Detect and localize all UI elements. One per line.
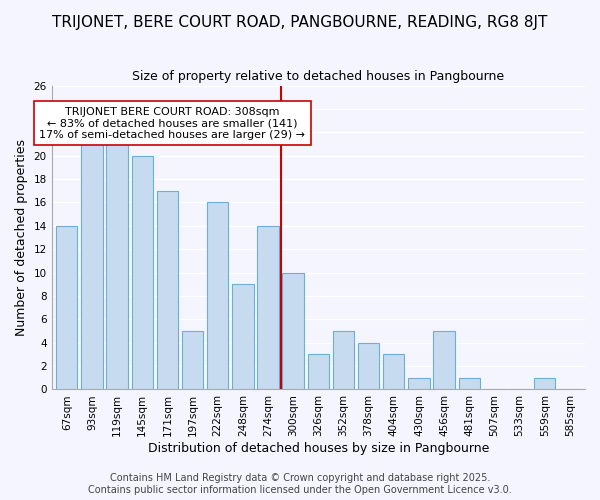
Bar: [408, 378, 430, 390]
Text: TRIJONET, BERE COURT ROAD, PANGBOURNE, READING, RG8 8JT: TRIJONET, BERE COURT ROAD, PANGBOURNE, R…: [52, 15, 548, 30]
Bar: [232, 284, 254, 390]
Text: TRIJONET BERE COURT ROAD: 308sqm
← 83% of detached houses are smaller (141)
17% : TRIJONET BERE COURT ROAD: 308sqm ← 83% o…: [40, 106, 305, 140]
X-axis label: Distribution of detached houses by size in Pangbourne: Distribution of detached houses by size …: [148, 442, 489, 455]
Bar: [458, 378, 480, 390]
Bar: [534, 378, 556, 390]
Text: Contains HM Land Registry data © Crown copyright and database right 2025.
Contai: Contains HM Land Registry data © Crown c…: [88, 474, 512, 495]
Bar: [106, 132, 128, 390]
Bar: [433, 331, 455, 390]
Bar: [383, 354, 404, 390]
Bar: [358, 342, 379, 390]
Bar: [157, 191, 178, 390]
Bar: [131, 156, 153, 390]
Bar: [182, 331, 203, 390]
Bar: [56, 226, 77, 390]
Bar: [333, 331, 354, 390]
Title: Size of property relative to detached houses in Pangbourne: Size of property relative to detached ho…: [132, 70, 505, 83]
Bar: [257, 226, 279, 390]
Bar: [308, 354, 329, 390]
Bar: [81, 144, 103, 390]
Bar: [207, 202, 229, 390]
Y-axis label: Number of detached properties: Number of detached properties: [15, 139, 28, 336]
Bar: [283, 272, 304, 390]
